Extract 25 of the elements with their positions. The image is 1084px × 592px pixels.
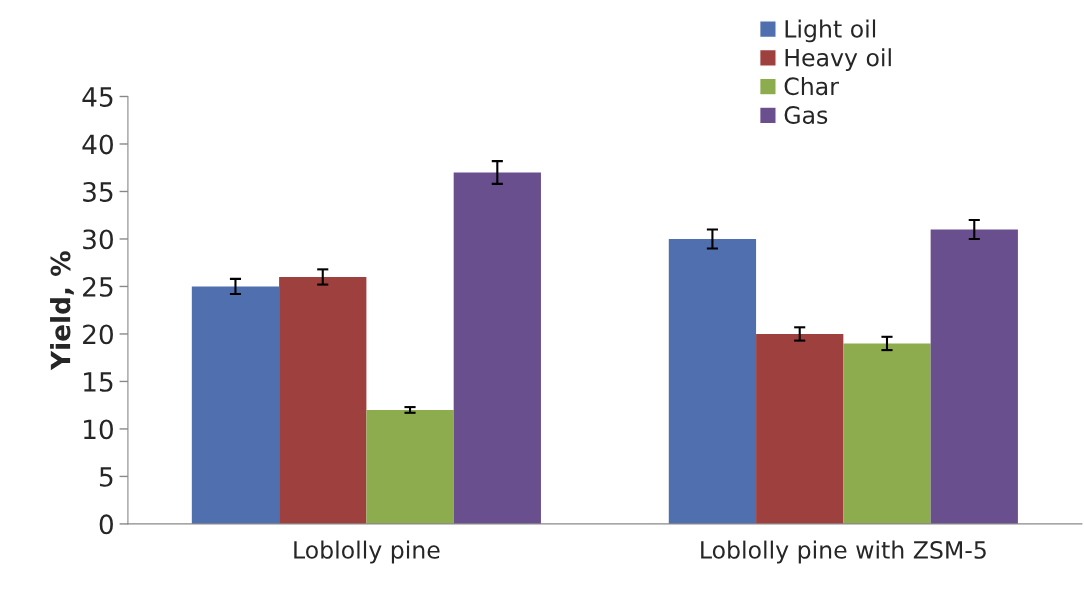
y-tick-label: 5 xyxy=(99,467,113,487)
bar xyxy=(191,286,280,524)
bar xyxy=(453,172,541,524)
y-axis-title: Yield, % xyxy=(50,251,74,371)
y-tick-label: 10 xyxy=(84,419,113,440)
y-tick-label: 20 xyxy=(83,324,113,345)
y-tick-label: 40 xyxy=(82,134,113,155)
legend-label: Gas xyxy=(784,106,828,124)
bar xyxy=(930,229,1018,524)
bar xyxy=(843,343,931,524)
x-tick-label: Loblolly pine with ZSM-5 xyxy=(701,540,986,564)
x-tick-label: Loblolly pine xyxy=(294,540,440,564)
y-tick-label: 35 xyxy=(83,181,113,202)
bar xyxy=(366,409,454,524)
y-tick-label: 45 xyxy=(82,87,113,107)
legend-label: Char xyxy=(784,76,839,96)
y-tick-label: 30 xyxy=(83,229,113,250)
y-tick-label: 0 xyxy=(99,514,113,535)
legend-label: Heavy oil xyxy=(785,48,891,72)
bar xyxy=(668,238,757,524)
bar xyxy=(279,276,367,524)
y-tick-label: 25 xyxy=(83,276,113,297)
y-tick-label: 15 xyxy=(84,372,113,392)
legend-label: Light oil xyxy=(785,19,876,43)
bar xyxy=(756,333,844,524)
